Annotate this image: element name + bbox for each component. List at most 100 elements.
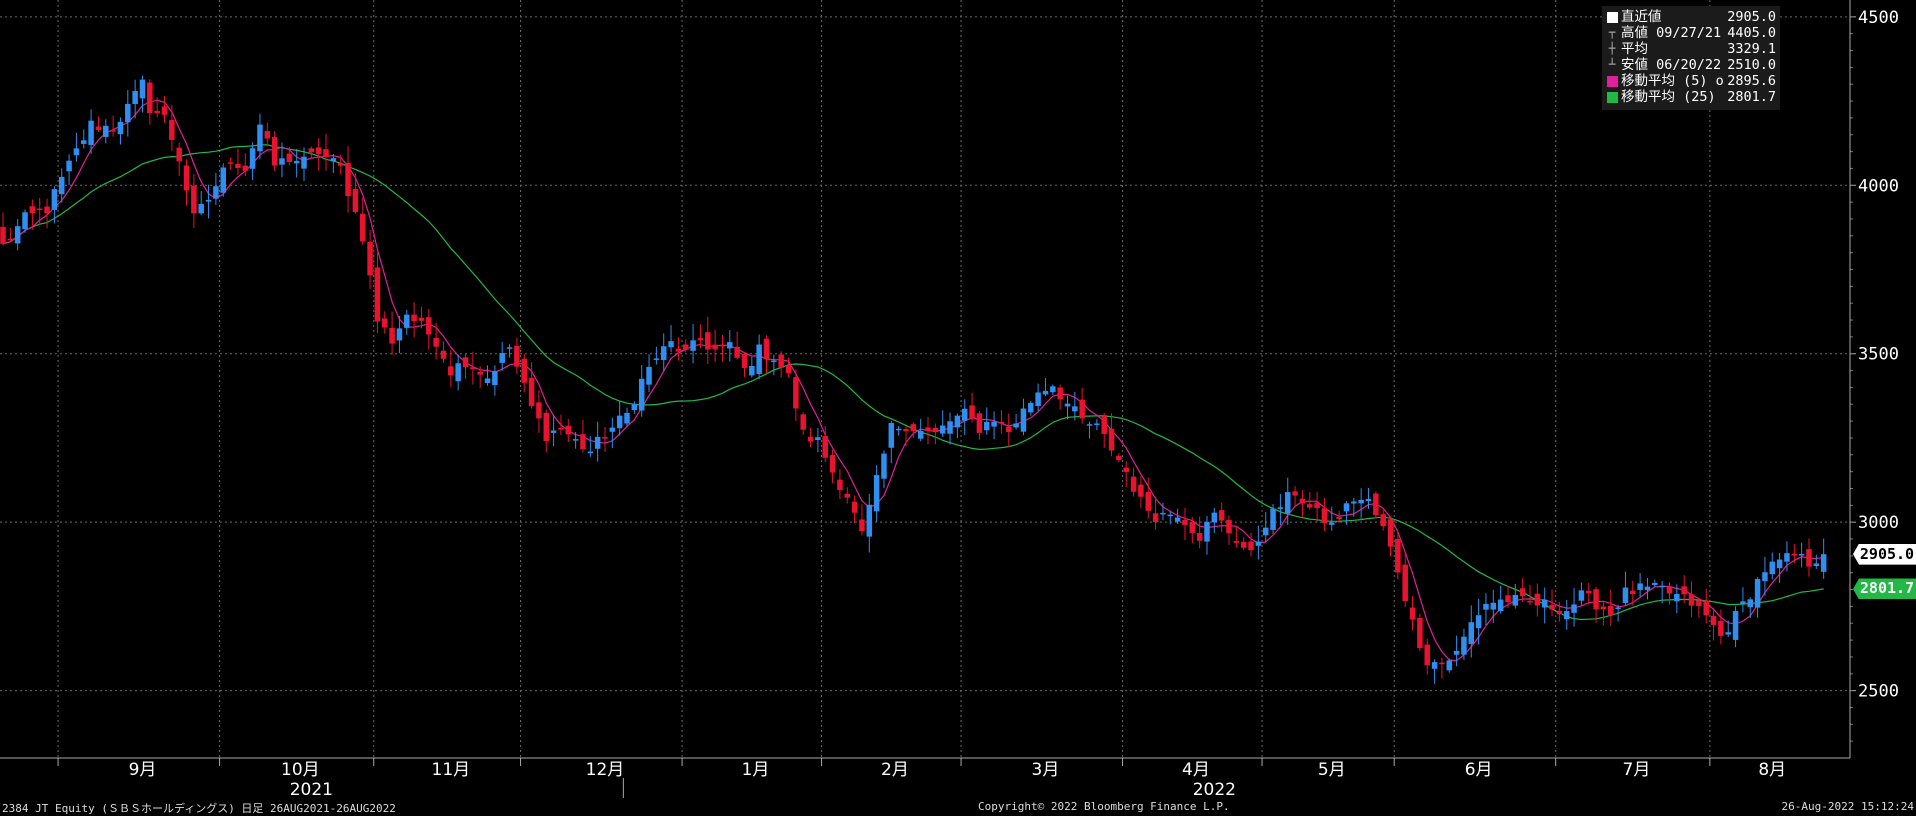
candle-body bbox=[1373, 493, 1379, 516]
candle-body bbox=[528, 377, 535, 407]
candle-body bbox=[14, 226, 21, 244]
candle-body bbox=[543, 412, 550, 442]
candle-body bbox=[1549, 604, 1555, 610]
legend-row-high: ┬ 高値 09/27/21 4405.0 bbox=[1606, 25, 1776, 41]
candle-body bbox=[1769, 561, 1776, 575]
ma25-line bbox=[2, 144, 1824, 621]
candle-body bbox=[1035, 392, 1041, 407]
candle-body bbox=[1211, 512, 1218, 523]
candle-body bbox=[213, 186, 219, 199]
candle-body bbox=[1424, 644, 1430, 666]
candle-body bbox=[712, 344, 718, 350]
candle-body bbox=[572, 439, 579, 441]
candle-body bbox=[1314, 502, 1320, 508]
candle-body bbox=[682, 344, 689, 350]
candle-body bbox=[1006, 426, 1012, 432]
candle-body bbox=[1798, 554, 1805, 556]
candle-body bbox=[1747, 599, 1753, 608]
candle-body bbox=[1358, 499, 1364, 504]
candle-body bbox=[352, 188, 359, 213]
candle-body bbox=[235, 163, 241, 168]
candle-body bbox=[844, 493, 851, 498]
candle-body bbox=[1681, 586, 1687, 595]
candle-body bbox=[991, 421, 997, 427]
candle-body bbox=[462, 357, 469, 368]
candle-body bbox=[932, 427, 939, 433]
candle-body bbox=[734, 346, 740, 358]
candle-body bbox=[1622, 587, 1629, 604]
chart-grid bbox=[0, 0, 1850, 758]
candle-body bbox=[807, 436, 814, 442]
x-month-label: 9月 bbox=[129, 760, 157, 780]
candle-body bbox=[1593, 589, 1599, 610]
legend-label: 移動平均 (25) on 終値 bbox=[1621, 89, 1723, 105]
candle-body bbox=[1791, 553, 1798, 556]
candle-body bbox=[1784, 553, 1790, 562]
candle-body bbox=[829, 455, 836, 473]
legend-row-ma25: 移動平均 (25) on 終値 2801.7 bbox=[1606, 89, 1776, 105]
candle-body bbox=[903, 429, 909, 432]
candle-body bbox=[1152, 513, 1159, 523]
candle-body bbox=[1453, 650, 1460, 655]
candle-body bbox=[1262, 527, 1269, 536]
candle-body bbox=[1196, 533, 1203, 541]
candle-body bbox=[1578, 590, 1585, 601]
candle-body bbox=[1284, 492, 1291, 514]
candle-body bbox=[1079, 399, 1085, 419]
candle-body bbox=[161, 106, 168, 115]
candle-body bbox=[800, 414, 806, 430]
candle-body bbox=[910, 424, 917, 432]
candle-body bbox=[1226, 519, 1232, 534]
candle-body bbox=[675, 348, 682, 352]
x-year-label: 2022 bbox=[1193, 780, 1236, 800]
candle-body bbox=[1813, 563, 1820, 567]
candle-body bbox=[763, 338, 770, 360]
candle-body bbox=[396, 328, 403, 341]
candle-body bbox=[1409, 607, 1416, 620]
candle-body bbox=[301, 156, 307, 169]
candle-body bbox=[337, 163, 344, 166]
candle-body bbox=[88, 120, 94, 145]
candle-body bbox=[1395, 538, 1401, 573]
candle-body bbox=[1174, 517, 1181, 522]
legend-row-low: ┴ 安値 06/20/22 2510.0 bbox=[1606, 57, 1776, 73]
candle-body bbox=[1299, 498, 1306, 504]
candle-body bbox=[58, 176, 65, 195]
candle-body bbox=[1130, 476, 1137, 492]
candle-body bbox=[851, 501, 858, 513]
candle-body bbox=[793, 377, 799, 409]
candle-body bbox=[1666, 586, 1673, 594]
candle-body bbox=[976, 413, 983, 433]
candle-body bbox=[1218, 510, 1225, 521]
high-marker-icon: ┬ bbox=[1608, 26, 1616, 39]
candle-body bbox=[895, 428, 902, 431]
candle-body bbox=[147, 82, 153, 114]
legend-box: 直近値 2905.0 ┬ 高値 09/27/21 4405.0 ┼ 平均 332… bbox=[1602, 6, 1780, 110]
candle-body bbox=[117, 121, 124, 135]
candle-body bbox=[536, 402, 542, 419]
legend-value: 3329.1 bbox=[1727, 41, 1776, 57]
candle-body bbox=[1608, 605, 1614, 615]
candle-body bbox=[29, 206, 36, 214]
candle-body bbox=[484, 378, 491, 384]
candle-body bbox=[609, 427, 616, 432]
legend-value: 2801.7 bbox=[1727, 89, 1776, 105]
candle-body bbox=[1483, 603, 1489, 610]
candle-body bbox=[1615, 607, 1621, 609]
candle-body bbox=[1057, 387, 1063, 400]
candle-body bbox=[1343, 503, 1350, 512]
candle-body bbox=[345, 162, 351, 197]
candle-body bbox=[139, 79, 146, 99]
x-month-label: 8月 bbox=[1758, 760, 1786, 780]
candle-body bbox=[859, 519, 865, 532]
candle-body bbox=[1402, 564, 1408, 602]
candle-body bbox=[1505, 595, 1511, 603]
candle-body bbox=[1519, 588, 1526, 597]
candle-body bbox=[191, 185, 197, 214]
candle-body bbox=[1233, 541, 1240, 543]
candle-body bbox=[315, 147, 322, 155]
candle-body bbox=[51, 189, 58, 210]
candle-body bbox=[1167, 514, 1174, 517]
candle-body bbox=[1116, 455, 1122, 461]
candle-body bbox=[1351, 501, 1357, 504]
